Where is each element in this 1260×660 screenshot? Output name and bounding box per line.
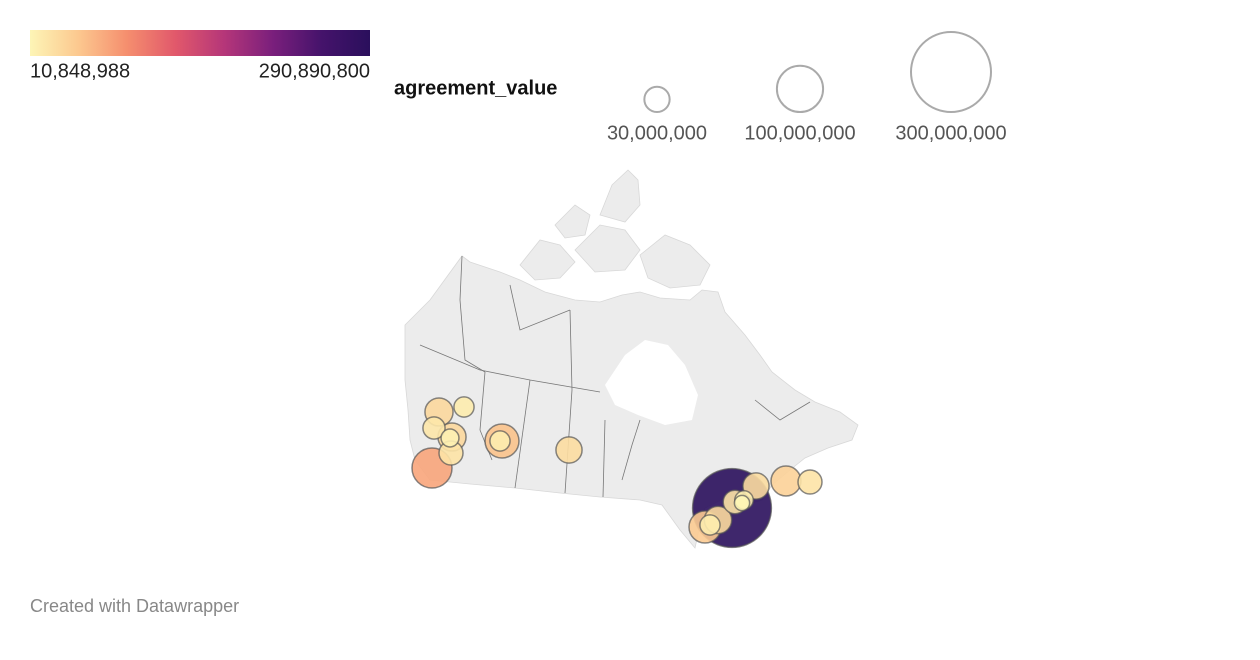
border-line <box>459 255 486 373</box>
arctic-island <box>599 169 641 223</box>
borders <box>419 255 811 498</box>
symbol <box>555 436 583 464</box>
symbol <box>797 469 823 495</box>
footer: Created with Datawrapper <box>30 596 239 616</box>
symbol <box>489 430 511 452</box>
size-legend-label: 300,000,000 <box>895 122 1006 144</box>
border-line <box>514 379 531 489</box>
symbol <box>733 494 751 512</box>
symbol <box>422 416 446 440</box>
symbol <box>440 428 460 448</box>
arctic-island <box>574 224 641 273</box>
symbols <box>411 396 823 549</box>
size-legend-label: 30,000,000 <box>607 122 707 144</box>
arctic-island <box>639 234 711 289</box>
symbol <box>453 396 475 418</box>
symbol <box>770 465 802 497</box>
border-line <box>509 284 571 331</box>
arctic-island <box>519 239 576 281</box>
size-legend-title: agreement_value <box>394 77 557 99</box>
size-legend-circle <box>643 85 671 114</box>
color-ramp <box>30 30 370 56</box>
arctic-island <box>554 204 591 239</box>
border-line <box>602 419 606 498</box>
border-line <box>419 344 601 393</box>
legend: 10,848,988 290,890,800 agreement_value 3… <box>30 30 1007 144</box>
border-line <box>621 419 641 481</box>
size-legend-label: 100,000,000 <box>744 122 855 144</box>
hudson-bay <box>605 340 698 425</box>
size-legend-circle <box>910 31 992 113</box>
symbol <box>699 514 721 536</box>
size-legend-circle <box>775 64 825 114</box>
color-max-label: 290,890,800 <box>259 60 370 82</box>
color-min-label: 10,848,988 <box>30 60 130 82</box>
border-line <box>754 399 811 421</box>
